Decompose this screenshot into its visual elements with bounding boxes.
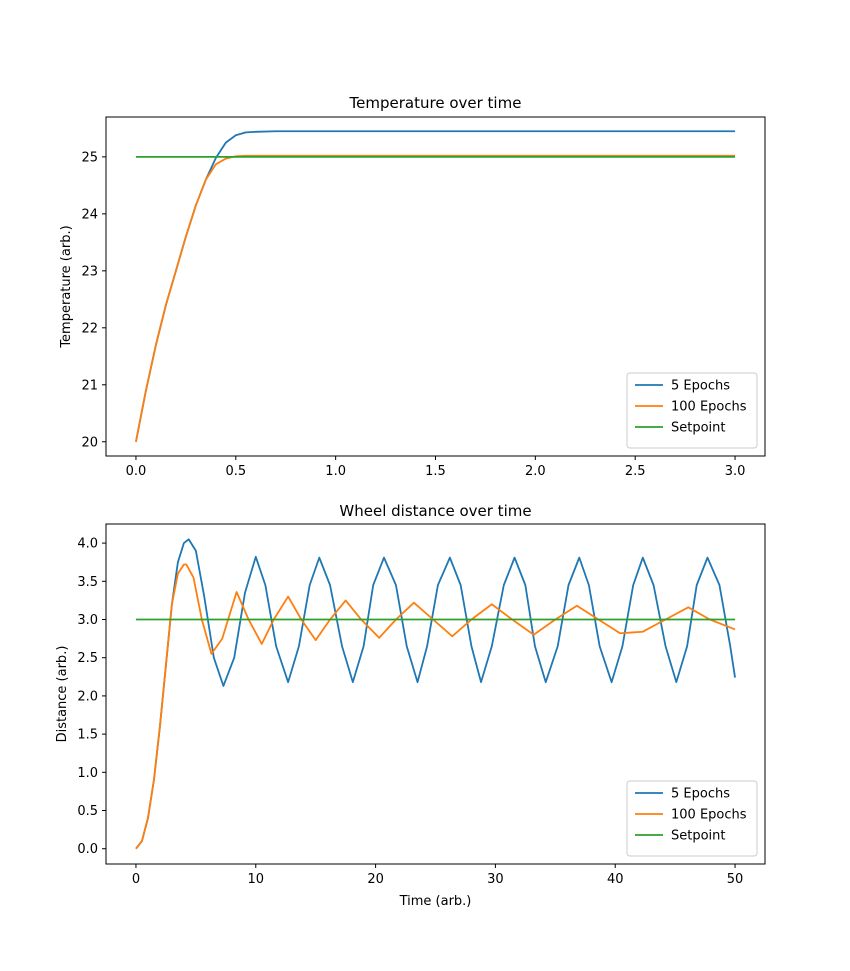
legend: 5 Epochs 100 Epochs Setpoint [626, 372, 758, 449]
y-tick-label: 1.0 [77, 766, 98, 781]
plot-area [135, 130, 736, 442]
axes-frame [105, 116, 766, 457]
y-tick-label: 23 [81, 264, 98, 279]
x-tick-label: 1.0 [325, 464, 346, 479]
series-line-5-epochs [135, 538, 736, 850]
legend-entry: 100 Epochs [671, 808, 747, 823]
series-line-100-epochs [135, 563, 736, 850]
x-tick-label: 3.0 [725, 464, 746, 479]
x-tick-label: 2.0 [525, 464, 546, 479]
x-tick-label: 0 [132, 872, 140, 887]
legend-entry: Setpoint [671, 829, 726, 844]
series-line-100-epochs [135, 154, 736, 442]
plot-area [135, 538, 736, 850]
temperature-chart: Temperature over time Temperature (arb.)… [59, 94, 766, 479]
y-tick-label: 2.0 [77, 689, 98, 704]
legend-entry: 5 Epochs [671, 379, 730, 394]
x-tick-label: 0.5 [225, 464, 246, 479]
y-tick-label: 3.0 [77, 613, 98, 628]
legend: 5 Epochs 100 Epochs Setpoint [626, 780, 758, 857]
y-tick-label: 1.5 [77, 728, 98, 743]
chart-title: Wheel distance over time [339, 502, 531, 520]
x-tick-label: 40 [607, 872, 624, 887]
x-tick-label: 0.0 [126, 464, 147, 479]
legend-box [626, 780, 758, 857]
x-tick-label: 20 [367, 872, 384, 887]
y-tick-label: 25 [81, 150, 98, 165]
x-tick-label: 1.5 [425, 464, 446, 479]
y-tick-label: 24 [81, 207, 98, 222]
x-tick-label: 10 [247, 872, 264, 887]
x-tick-label: 30 [487, 872, 504, 887]
y-tick-label: 0.0 [77, 842, 98, 857]
wheel-distance-chart: Wheel distance over time Distance (arb.)… [55, 502, 766, 909]
y-axis-label: Distance (arb.) [55, 646, 70, 743]
x-tick-label: 50 [727, 872, 744, 887]
x-axis-label: Time (arb.) [399, 894, 472, 909]
y-tick-label: 20 [81, 435, 98, 450]
y-tick-label: 0.5 [77, 804, 98, 819]
y-tick-label: 22 [81, 321, 98, 336]
x-tick-label: 2.5 [625, 464, 646, 479]
y-axis-label: Temperature (arb.) [59, 225, 74, 348]
y-tick-label: 2.5 [77, 651, 98, 666]
legend-box [626, 372, 758, 449]
y-tick-label: 21 [81, 378, 98, 393]
legend-entry: Setpoint [671, 421, 726, 436]
chart-title: Temperature over time [349, 94, 522, 112]
axes-frame [105, 523, 766, 865]
legend-entry: 100 Epochs [671, 400, 747, 415]
legend-entry: 5 Epochs [671, 787, 730, 802]
y-tick-label: 3.5 [77, 575, 98, 590]
y-tick-label: 4.0 [77, 537, 98, 552]
